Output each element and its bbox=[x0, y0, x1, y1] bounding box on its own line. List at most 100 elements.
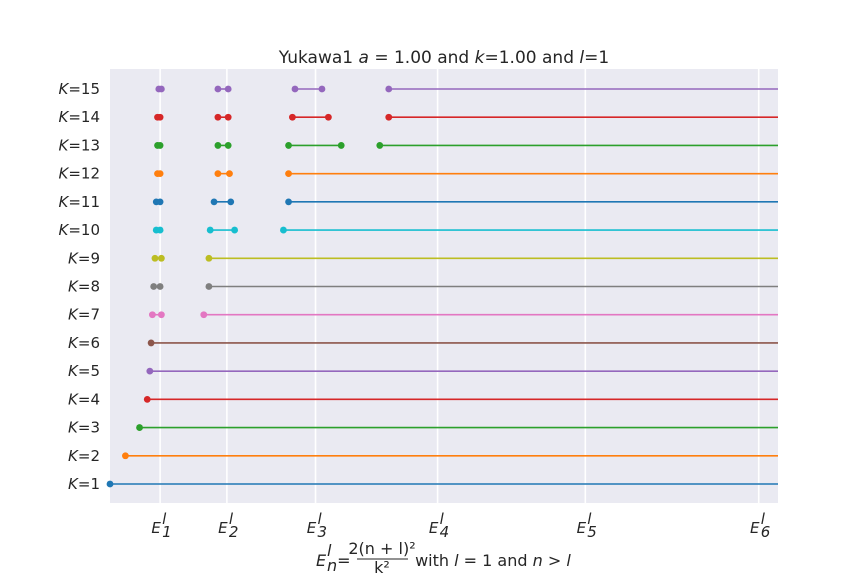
data-point bbox=[205, 283, 213, 290]
xlabel-tail-part: > bbox=[543, 551, 567, 570]
data-point bbox=[205, 254, 213, 262]
y-tick-k: K bbox=[59, 165, 70, 183]
y-tick-value: =3 bbox=[78, 419, 100, 437]
y-tick-value: =5 bbox=[78, 362, 100, 380]
y-tick-label: K=10 bbox=[59, 221, 101, 239]
y-tick-label: K=9 bbox=[68, 249, 100, 267]
data-point bbox=[224, 85, 232, 93]
data-point bbox=[227, 198, 235, 206]
y-tick-k: K bbox=[59, 108, 70, 126]
x-tick-label: E bbox=[750, 519, 760, 537]
xlabel-tail-part: n bbox=[533, 551, 543, 570]
y-tick-label: K=5 bbox=[68, 362, 100, 380]
x-tick-label: E bbox=[218, 519, 228, 537]
y-tick-label: K=15 bbox=[59, 80, 101, 98]
data-point bbox=[285, 198, 292, 206]
data-point bbox=[226, 170, 233, 178]
x-tick-label: E bbox=[577, 519, 587, 537]
y-tick-value: =11 bbox=[68, 193, 100, 211]
xlabel-numerator: 2(n + l)² bbox=[348, 539, 415, 558]
data-point bbox=[376, 142, 384, 149]
series-k-6 bbox=[147, 339, 778, 347]
data-point bbox=[146, 367, 154, 375]
data-point bbox=[150, 283, 158, 290]
x-tick-label: E bbox=[151, 519, 161, 537]
xlabel-tail-part: l bbox=[454, 551, 459, 570]
data-point bbox=[151, 254, 159, 262]
data-point bbox=[156, 113, 164, 121]
data-point bbox=[231, 226, 239, 234]
x-tick-sub: 3 bbox=[318, 523, 328, 541]
y-tick-value: =15 bbox=[68, 80, 100, 98]
x-tick-sup: l bbox=[761, 510, 766, 528]
data-point bbox=[147, 339, 155, 347]
y-tick-k: K bbox=[68, 447, 79, 465]
y-tick-k: K bbox=[59, 221, 70, 239]
y-tick-k: K bbox=[59, 193, 70, 211]
y-tick-value: =9 bbox=[78, 249, 100, 267]
data-point bbox=[224, 113, 232, 121]
data-point bbox=[157, 311, 165, 319]
y-tick-label: K=7 bbox=[68, 306, 100, 324]
xlabel-tail: with l = 1 and n > l bbox=[410, 551, 571, 570]
y-tick-value: =10 bbox=[68, 221, 100, 239]
xlabel-tail-part: with bbox=[410, 551, 454, 570]
x-tick-label: E bbox=[429, 519, 439, 537]
xlabel-tail-part: = 1 and bbox=[459, 551, 533, 570]
x-tick-base: E bbox=[750, 519, 760, 537]
y-tick-k: K bbox=[68, 249, 79, 267]
series-k-14 bbox=[154, 113, 778, 121]
data-point bbox=[324, 113, 332, 121]
series-k-9 bbox=[151, 254, 778, 262]
x-tick-base: E bbox=[151, 519, 161, 537]
y-tick-value: =8 bbox=[78, 278, 100, 296]
series-k-4 bbox=[143, 395, 778, 403]
y-tick-k: K bbox=[68, 278, 79, 296]
y-tick-label: K=1 bbox=[68, 475, 100, 493]
series-k-10 bbox=[152, 226, 778, 234]
data-point bbox=[122, 452, 129, 460]
title-part: a bbox=[359, 48, 369, 68]
y-tick-labels: K=1K=2K=3K=4K=5K=6K=7K=8K=9K=10K=11K=12K… bbox=[59, 80, 101, 493]
title-part: = 1.00 and bbox=[369, 48, 475, 68]
y-tick-label: K=6 bbox=[68, 334, 100, 352]
title-part: k bbox=[475, 48, 486, 68]
x-tick-base: E bbox=[307, 519, 317, 537]
y-tick-label: K=3 bbox=[68, 419, 100, 437]
data-point bbox=[318, 85, 326, 93]
title-part: Yukawa1 bbox=[278, 48, 359, 68]
y-tick-value: =6 bbox=[78, 334, 100, 352]
series-layer bbox=[106, 85, 778, 488]
y-tick-value: =14 bbox=[68, 108, 100, 126]
title-part: l bbox=[579, 48, 584, 68]
series-k-3 bbox=[136, 424, 778, 431]
data-point bbox=[156, 170, 164, 178]
xlabel-denominator: k² bbox=[374, 558, 390, 576]
x-tick-sub: 5 bbox=[587, 523, 597, 541]
x-tick-base: E bbox=[429, 519, 439, 537]
xlabel-lhs-sub: n bbox=[327, 556, 337, 575]
y-tick-value: =1 bbox=[78, 475, 100, 493]
data-point bbox=[200, 311, 208, 319]
data-point bbox=[289, 113, 296, 121]
series-k-8 bbox=[150, 283, 778, 290]
data-point bbox=[214, 85, 222, 93]
data-point bbox=[214, 170, 222, 178]
series-k-7 bbox=[148, 311, 778, 319]
y-tick-k: K bbox=[68, 306, 79, 324]
data-point bbox=[156, 283, 164, 290]
data-point bbox=[156, 142, 164, 149]
x-tick-sup: l bbox=[440, 510, 445, 528]
data-point bbox=[157, 85, 165, 93]
x-tick-sub: 1 bbox=[162, 523, 172, 541]
data-point bbox=[136, 424, 143, 431]
x-tick-sup: l bbox=[162, 510, 167, 528]
y-tick-label: K=4 bbox=[68, 390, 100, 408]
y-tick-value: =2 bbox=[78, 447, 100, 465]
series-k-2 bbox=[122, 452, 778, 460]
y-tick-label: K=12 bbox=[59, 165, 101, 183]
series-k-11 bbox=[152, 198, 778, 206]
data-point bbox=[337, 142, 345, 149]
x-tick-sub: 6 bbox=[761, 523, 771, 541]
x-tick-sup: l bbox=[318, 510, 323, 528]
